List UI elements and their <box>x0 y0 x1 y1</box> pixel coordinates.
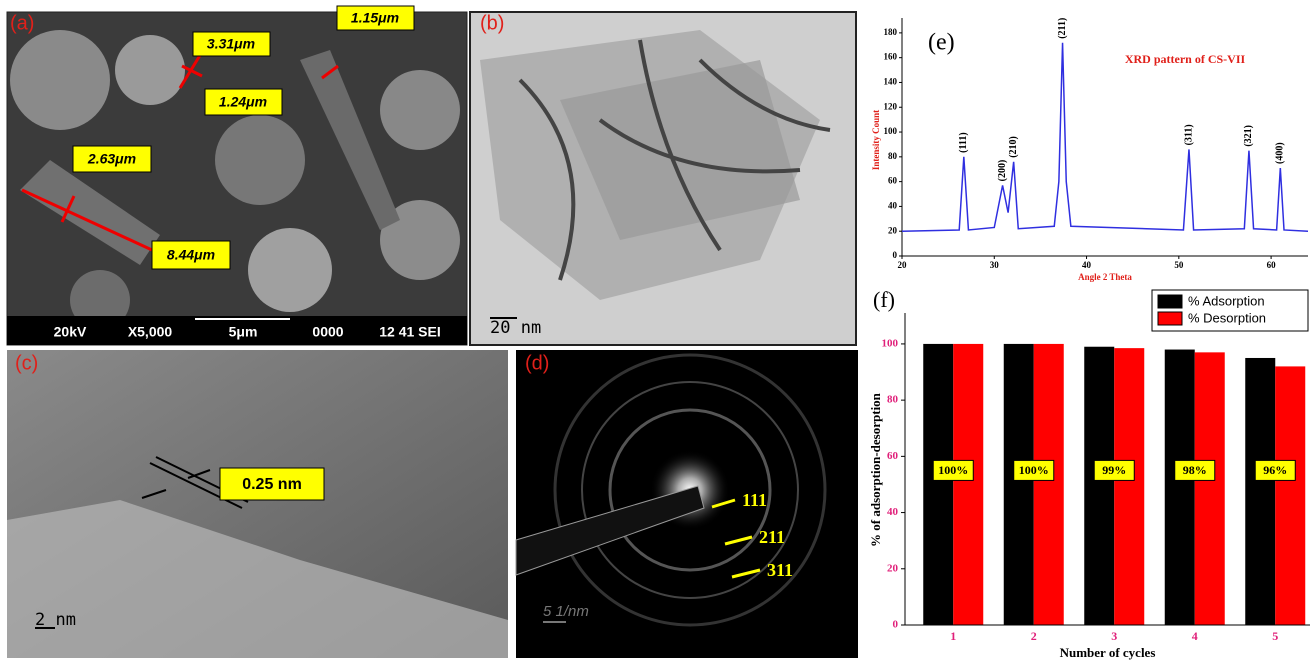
bar <box>1114 348 1144 625</box>
peak-label: (321) <box>1243 125 1254 147</box>
legend-swatch <box>1158 295 1182 308</box>
peak-label: (211) <box>1057 18 1068 39</box>
group-label: 99% <box>1102 463 1126 477</box>
x-tick-label: 20 <box>898 260 908 270</box>
panel-label: (b) <box>480 12 504 34</box>
y-tick-label: 80 <box>888 151 898 161</box>
y-tick-label: 20 <box>888 225 898 235</box>
bar <box>1165 350 1195 625</box>
panel-label: (e) <box>928 30 955 56</box>
peak-label: (210) <box>1008 136 1019 158</box>
peak-label: (400) <box>1275 142 1286 164</box>
peak-label: (200) <box>997 160 1008 182</box>
measurement: 8.44μm <box>167 247 215 263</box>
x-tick-label: 4 <box>1192 629 1198 643</box>
x-tick-label: 30 <box>990 260 1000 270</box>
info-text: X5,000 <box>128 324 173 340</box>
info-text: 12 41 SEI <box>379 324 441 340</box>
y-axis-label: % of adsorption-desorption <box>868 392 883 547</box>
measurement: 2.63μm <box>87 151 136 167</box>
y-tick-label: 180 <box>884 27 898 37</box>
panel-label: (f) <box>873 287 895 312</box>
bar <box>923 344 953 625</box>
y-tick-label: 0 <box>893 250 898 260</box>
ring-label: 111 <box>742 490 767 510</box>
group-label: 96% <box>1263 463 1287 477</box>
y-tick-label: 100 <box>884 126 898 136</box>
group-label: 98% <box>1183 463 1207 477</box>
scale-bar-label: 2 nm <box>35 610 76 630</box>
y-tick-label: 40 <box>888 200 898 210</box>
measurement: 1.15μm <box>351 10 399 26</box>
scale-bar-label: 5 1/nm <box>543 603 589 620</box>
panel-a: 3.31μm 1.15μm 1.24μm 2.63μm 8.44μm 20kV … <box>7 6 467 345</box>
bar <box>1034 344 1064 625</box>
y-tick-label: 20 <box>887 562 899 574</box>
group-label: 100% <box>1019 463 1049 477</box>
y-tick-label: 60 <box>888 176 898 186</box>
ring-label: 211 <box>759 527 785 547</box>
info-text: 20kV <box>54 324 87 340</box>
bar <box>953 344 983 625</box>
scale-bar-label: 20 nm <box>490 318 541 338</box>
panel-c: 0.25 nm (c) 2 nm <box>7 350 508 658</box>
y-tick-label: 100 <box>882 337 899 349</box>
panel-label: (d) <box>525 352 549 374</box>
info-text: 0000 <box>312 324 343 340</box>
legend-swatch <box>1158 312 1182 325</box>
x-tick-label: 3 <box>1111 629 1117 643</box>
x-tick-label: 40 <box>1082 260 1092 270</box>
x-tick-label: 1 <box>950 629 956 643</box>
panel-label: (c) <box>15 352 38 374</box>
y-axis-label: Intensity Count <box>871 110 881 170</box>
y-tick-label: 40 <box>887 506 899 518</box>
y-tick-label: 0 <box>893 619 899 631</box>
info-text: 5μm <box>229 324 258 340</box>
peak-label: (111) <box>958 132 969 153</box>
spacing-label: 0.25 nm <box>242 476 302 493</box>
y-tick-label: 120 <box>884 101 898 111</box>
bar <box>1004 344 1034 625</box>
chart-title: XRD pattern of CS-VII <box>1125 52 1246 66</box>
x-axis-label: Angle 2 Theta <box>1078 272 1132 282</box>
bar <box>1084 347 1114 625</box>
y-tick-label: 60 <box>887 450 899 462</box>
legend-label: % Adsorption <box>1188 293 1265 308</box>
bar <box>1275 366 1305 625</box>
ring-label: 311 <box>767 560 793 580</box>
measurement: 3.31μm <box>207 36 255 52</box>
legend-label: % Desorption <box>1188 310 1266 325</box>
panel-d: 111 211 311 (d) 5 1/nm <box>516 350 858 658</box>
y-tick-label: 80 <box>887 394 899 406</box>
x-axis-label: Number of cycles <box>1060 645 1156 660</box>
bar <box>1245 358 1275 625</box>
peak-label: (311) <box>1183 124 1194 145</box>
x-tick-label: 2 <box>1031 629 1037 643</box>
panel-b: (b) 20 nm <box>470 12 856 345</box>
figure: 3.31μm 1.15μm 1.24μm 2.63μm 8.44μm 20kV … <box>0 0 1312 665</box>
x-tick-label: 5 <box>1272 629 1278 643</box>
x-tick-label: 50 <box>1174 260 1184 270</box>
y-tick-label: 160 <box>884 52 898 62</box>
group-label: 100% <box>938 463 968 477</box>
measurement: 1.24μm <box>219 94 267 110</box>
bar <box>1195 352 1225 625</box>
x-tick-label: 60 <box>1267 260 1277 270</box>
panel-label: (a) <box>10 12 34 34</box>
y-tick-label: 140 <box>884 77 898 87</box>
